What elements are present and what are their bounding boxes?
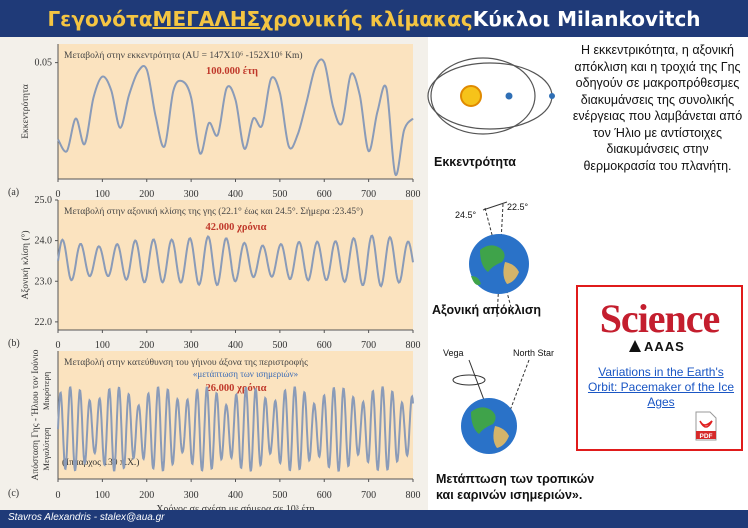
panel-label: (c) — [8, 488, 19, 499]
series-line — [57, 234, 414, 288]
series-line — [57, 386, 414, 472]
x-tick-label: 700 — [361, 340, 376, 351]
science-article-box[interactable]: Science AAAS Variations in the Earth's O… — [576, 285, 743, 451]
panel-title: Μεταβολή στην κατεύθυνση του γήινου άξον… — [64, 358, 308, 368]
vega-label: Vega — [443, 348, 464, 358]
x-tick-label: 0 — [56, 490, 61, 501]
eccentricity-caption: Εκκεντρότητα — [434, 155, 516, 169]
series-line — [57, 58, 414, 176]
x-tick-label: 500 — [272, 490, 287, 501]
milankovitch-charts: 0 100 200 300 400 500 600 700 800 (a) Μεταβολή στη… — [0, 37, 428, 510]
orbit-ellipse-2 — [427, 62, 553, 130]
precession-globe-icon — [452, 359, 530, 454]
x-tick-label: 200 — [139, 340, 154, 351]
y-axis-label: Εκκεντρότητα — [21, 84, 31, 139]
panel-label: (a) — [8, 187, 19, 198]
tilt-label-b: 22.5° — [507, 202, 529, 212]
footer-text: Stavros Alexandris - stalex@aua.gr — [8, 512, 165, 523]
panel-eccentricity: 0 100 200 300 400 500 600 700 800 (a) Μεταβολή στη… — [8, 44, 421, 200]
sun-icon — [460, 85, 482, 107]
x-tick-label: 500 — [272, 340, 287, 351]
x-tick-label: 100 — [95, 490, 110, 501]
x-tick-label: 200 — [139, 189, 154, 200]
aaas-label: AAAS — [644, 339, 685, 354]
title-part-1: Γεγονότα — [47, 6, 153, 31]
x-tick-label: 100 — [95, 189, 110, 200]
x-tick-label: 800 — [406, 340, 421, 351]
x-axis-label: Χρόνος σε σχέση με σήμερα σε 10³ έτη — [156, 504, 314, 510]
obliquity-caption: Αξονική απόκλιση — [432, 303, 542, 317]
x-tick-label: 600 — [317, 340, 332, 351]
panel-precession: 0 100 200 300 400 500 600 700 800 (c) Μεταβολή στη… — [8, 349, 421, 510]
period-label: 42.000 χρόνια — [205, 222, 266, 233]
north-star-label: North Star — [513, 348, 554, 358]
illustrations: 24.5° 22.5° Vega North Star — [427, 57, 555, 454]
period-label: 100.000 έτη — [206, 66, 258, 77]
y-tick-label: 24.0 — [35, 236, 53, 247]
x-tick-label: 200 — [139, 490, 154, 501]
precession-caption-line1: Μετάπτωση των τροπικών — [436, 472, 595, 486]
earth-small-icon-2 — [549, 93, 555, 99]
article-link[interactable]: Variations in the Earth's Orbit: Pacemak… — [587, 365, 735, 409]
title-part-2: ΜΕΓΑΛΗΣ — [152, 6, 261, 31]
panel-title: Μεταβολή στην αξονική κλίσης της γης (22… — [64, 206, 363, 217]
x-tick-label: 0 — [56, 189, 61, 200]
description-text: Η εκκεντρικότητα, η αξονική απόκλιση και… — [572, 43, 743, 173]
plot-bg — [58, 200, 413, 330]
x-tick-label: 400 — [228, 490, 243, 501]
orbit-ellipse-1 — [430, 57, 536, 135]
pdf-label: PDF — [700, 433, 713, 440]
footer-bar: Stavros Alexandris - stalex@aua.gr — [0, 510, 748, 528]
y-axis-label: Απόσταση Γης - Ήλιου τον Ιούνιο — [31, 349, 41, 480]
x-tick-label: 800 — [406, 189, 421, 200]
x-tick-label: 700 — [361, 189, 376, 200]
x-tick-label: 400 — [228, 340, 243, 351]
x-tick-label: 700 — [361, 490, 376, 501]
x-tick-label: 600 — [317, 490, 332, 501]
y-tick-label: 25.0 — [35, 195, 53, 206]
y-tick-label: 0.05 — [35, 58, 53, 69]
x-tick-label: 100 — [95, 340, 110, 351]
panel-obliquity: 0 100 200 300 400 500 600 700 800 (b) Μεταβολή στη… — [8, 195, 421, 351]
science-logo: Science — [599, 296, 721, 341]
period-label: 26.000 χρόνια — [205, 383, 266, 394]
x-tick-label: 800 — [406, 490, 421, 501]
hipparchus-annotation: (Ίππαρχος 130 π.Χ.) — [62, 457, 139, 468]
x-tick-label: 300 — [184, 189, 199, 200]
title-part-3: χρονικής κλίμακας — [260, 6, 473, 31]
y-tick-label: 23.0 — [35, 276, 53, 287]
y-tick-label: 22.0 — [35, 317, 53, 328]
y-label-bottom: Μεγαλύτερη — [41, 427, 51, 470]
panel-title: Μεταβολή στην εκκεντρότητα (AU = 147X10⁶… — [64, 50, 303, 61]
x-tick-label: 300 — [184, 340, 199, 351]
y-label-top: Μικρότερη — [41, 372, 51, 410]
aaas-logo-icon — [629, 340, 641, 352]
earth-small-icon-1 — [505, 92, 513, 100]
panel-subtitle: «μετάπτωση των ισημεριών» — [193, 369, 298, 379]
tilt-label-a: 24.5° — [455, 210, 477, 220]
title-part-4: Κύκλοι Milankovitch — [472, 6, 701, 31]
plot-bg — [58, 44, 413, 179]
x-tick-label: 400 — [228, 189, 243, 200]
title-bar: Γεγονότα ΜΕΓΑΛΗΣ χρονικής κλίμακας Κύκλο… — [0, 0, 748, 37]
x-tick-label: 600 — [317, 189, 332, 200]
panel-label: (b) — [8, 338, 20, 349]
y-axis-label: Αξονική κλίση (°) — [20, 230, 31, 299]
pdf-icon[interactable]: PDF — [694, 411, 718, 441]
obliquity-globe-icon — [469, 201, 529, 319]
precession-caption-line2: και εαρινών ισημεριών». — [436, 488, 583, 502]
x-tick-label: 0 — [56, 340, 61, 351]
x-tick-label: 500 — [272, 189, 287, 200]
x-tick-label: 300 — [184, 490, 199, 501]
